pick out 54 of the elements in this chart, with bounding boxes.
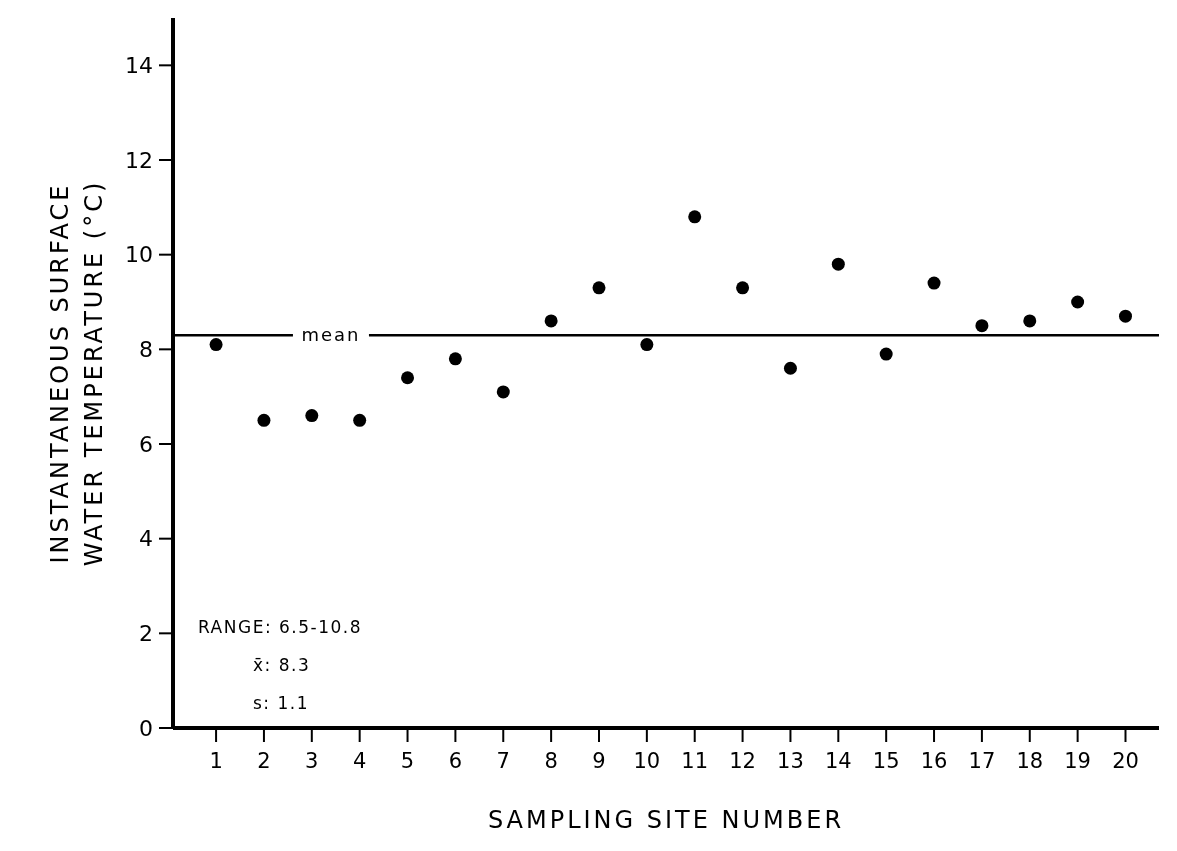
y-tick-label: 0	[139, 715, 153, 741]
point	[592, 281, 606, 295]
point	[1023, 314, 1037, 328]
x-tick-label: 5	[400, 749, 415, 773]
x-tick-label: 3	[305, 749, 319, 773]
x-tick-label: 18	[1016, 749, 1044, 773]
annotation: RANGE: 6.5-10.8	[198, 617, 363, 637]
x-tick-label: 7	[496, 749, 510, 773]
point	[401, 371, 415, 385]
ref-line-label: mean	[301, 324, 361, 346]
x-tick-label: 1	[209, 749, 223, 773]
point	[783, 361, 797, 375]
point	[353, 413, 367, 427]
y-tick-label: 8	[139, 337, 153, 363]
annotation: s: 1.1	[253, 693, 310, 713]
x-tick-label: 4	[352, 749, 367, 773]
x-tick-label: 9	[592, 749, 606, 773]
y-tick-label: 2	[139, 621, 153, 647]
x-tick-label: 6	[448, 749, 463, 773]
point	[640, 338, 654, 352]
point	[927, 276, 941, 290]
point	[496, 385, 510, 399]
x-tick-label: 15	[872, 749, 900, 773]
x-tick-label: 17	[968, 749, 996, 773]
x-tick-label: 19	[1064, 749, 1091, 773]
y-tick-label: 10	[125, 242, 153, 268]
point	[544, 314, 558, 328]
y-tick-label: 12	[125, 147, 153, 173]
x-tick-label: 8	[544, 749, 558, 773]
point	[736, 281, 750, 295]
x-tick-label: 10	[633, 749, 661, 773]
point	[257, 413, 271, 427]
x-tick-label: 2	[257, 749, 271, 773]
x-tick-label: 20	[1112, 749, 1139, 773]
x-tick-label: 13	[777, 749, 804, 773]
x-tick-label: 16	[920, 749, 948, 773]
y-tick-label: 4	[139, 526, 153, 552]
point	[975, 319, 989, 333]
point	[305, 409, 319, 423]
y-tick-label: 14	[125, 53, 153, 79]
point	[879, 347, 893, 361]
x-tick-label: 11	[681, 749, 709, 773]
annotation: x̄: 8.3	[253, 655, 311, 675]
x-axis-title: SAMPLING SITE NUMBER	[487, 806, 845, 834]
x-tick-label: 14	[824, 749, 852, 773]
point	[209, 338, 223, 352]
point	[1071, 295, 1085, 309]
point	[688, 210, 702, 224]
point	[831, 257, 845, 271]
point	[448, 352, 462, 366]
y-tick-label: 6	[139, 431, 153, 457]
x-tick-label: 12	[729, 749, 756, 773]
point	[1119, 309, 1132, 323]
y-axis-title: INSTANTANEOUS SURFACE WATER TEMPERATURE (°C)	[46, 179, 108, 567]
